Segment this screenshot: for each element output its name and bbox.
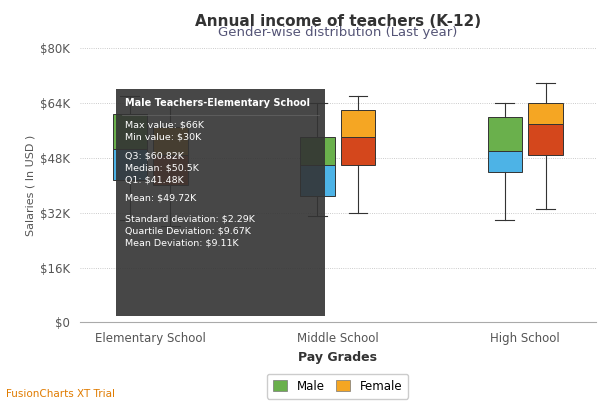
- Bar: [116, 89, 325, 316]
- Text: Gender-wise distribution (Last year): Gender-wise distribution (Last year): [218, 26, 457, 39]
- Text: Max value: $66K: Max value: $66K: [125, 120, 204, 129]
- Bar: [300, 137, 335, 165]
- Text: Mean: $49.72K: Mean: $49.72K: [125, 194, 196, 203]
- Bar: [154, 154, 188, 185]
- Bar: [488, 117, 522, 151]
- Text: Min value: $30K: Min value: $30K: [125, 132, 201, 141]
- Text: FusionCharts XT Trial: FusionCharts XT Trial: [6, 389, 115, 399]
- Bar: [300, 165, 335, 195]
- Bar: [341, 110, 375, 137]
- Legend: Male, Female: Male, Female: [267, 374, 408, 399]
- Text: Median: $50.5K: Median: $50.5K: [125, 163, 199, 172]
- Bar: [112, 114, 147, 150]
- Text: Male Teachers-Elementary School: Male Teachers-Elementary School: [125, 98, 310, 108]
- Bar: [529, 103, 563, 124]
- Bar: [154, 127, 188, 154]
- Bar: [488, 151, 522, 172]
- Text: Annual income of teachers (K-12): Annual income of teachers (K-12): [195, 14, 481, 29]
- Text: Mean Deviation: $9.11K: Mean Deviation: $9.11K: [125, 239, 239, 247]
- Text: Quartile Deviation: $9.67K: Quartile Deviation: $9.67K: [125, 226, 251, 235]
- Bar: [112, 150, 147, 180]
- Bar: [341, 137, 375, 165]
- X-axis label: Pay Grades: Pay Grades: [298, 351, 377, 364]
- Y-axis label: Salaries ( In USD ): Salaries ( In USD ): [26, 135, 36, 236]
- Bar: [529, 124, 563, 154]
- Text: Q3: $60.82K: Q3: $60.82K: [125, 151, 184, 160]
- Text: Standard deviation: $2.29K: Standard deviation: $2.29K: [125, 214, 255, 224]
- Text: Q1: $41.48K: Q1: $41.48K: [125, 175, 184, 184]
